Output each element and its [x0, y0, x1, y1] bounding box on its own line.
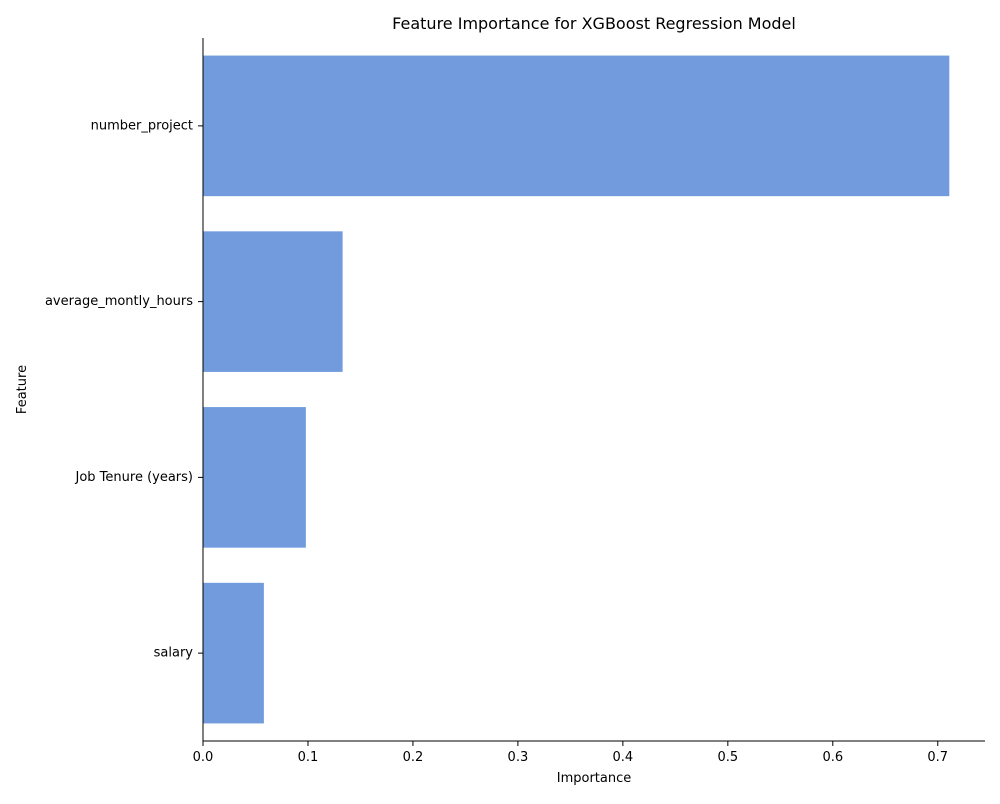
- bar-3: [203, 582, 264, 724]
- bar-2: [203, 407, 306, 548]
- y-tick-label: salary: [154, 646, 194, 661]
- x-tick-label: 0.2: [403, 750, 424, 765]
- chart-title: Feature Importance for XGBoost Regressio…: [392, 14, 796, 33]
- y-axis-ticks: number_project average_montly_hours Job Te…: [45, 118, 203, 661]
- x-tick-label: 0.5: [717, 750, 738, 765]
- x-tick-label: 0.6: [822, 750, 843, 765]
- y-tick-label: number_project: [91, 118, 193, 133]
- x-axis-ticks: 0.0 0.1 0.2 0.3 0.4 0.5 0.6 0.7: [193, 741, 948, 765]
- x-tick-label: 0.4: [613, 750, 634, 765]
- x-tick-label: 0.1: [298, 750, 319, 765]
- axes-frame: [202, 38, 985, 742]
- bar-1: [203, 231, 343, 372]
- bar-0: [203, 55, 950, 197]
- y-tick-label: Job Tenure (years): [75, 470, 194, 485]
- x-tick-label: 0.7: [927, 750, 948, 765]
- y-tick-label: average_montly_hours: [45, 294, 193, 309]
- x-tick-label: 0.3: [508, 750, 529, 765]
- x-axis-label: Importance: [557, 771, 632, 786]
- x-tick-label: 0.0: [193, 750, 214, 765]
- y-axis-label: Feature: [15, 365, 30, 414]
- bars-layer: [203, 55, 950, 724]
